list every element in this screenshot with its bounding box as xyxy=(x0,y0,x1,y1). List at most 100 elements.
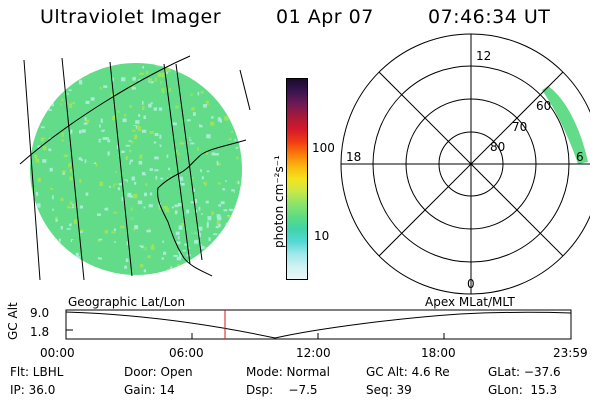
image-pixel xyxy=(131,140,134,144)
image-pixel xyxy=(235,250,239,255)
image-pixel xyxy=(43,86,48,89)
image-pixel xyxy=(239,221,241,225)
image-pixel xyxy=(224,187,229,190)
image-pixel xyxy=(180,272,183,275)
image-pixel xyxy=(150,241,153,245)
image-pixel xyxy=(131,215,134,220)
image-pixel xyxy=(82,145,88,147)
image-pixel xyxy=(146,81,149,84)
image-pixel xyxy=(95,163,98,167)
image-pixel xyxy=(58,236,60,239)
image-pixel xyxy=(164,132,167,137)
image-pixel xyxy=(161,257,164,260)
image-pixel xyxy=(149,131,154,134)
image-pixel xyxy=(40,150,44,155)
image-pixel xyxy=(183,88,187,93)
image-pixel xyxy=(129,105,132,108)
image-pixel xyxy=(228,85,233,87)
image-pixel xyxy=(194,272,198,275)
image-pixel xyxy=(113,252,115,255)
image-pixel xyxy=(152,120,156,124)
image-pixel xyxy=(225,180,227,182)
image-pixel xyxy=(216,81,220,84)
image-pixel xyxy=(145,206,148,209)
image-pixel xyxy=(154,77,157,82)
image-pixel xyxy=(126,198,131,201)
image-pixel xyxy=(214,187,217,192)
altitude-timeline xyxy=(65,309,572,340)
image-pixel xyxy=(115,253,118,257)
image-pixel xyxy=(136,91,139,95)
image-pixel xyxy=(70,129,73,134)
image-pixel xyxy=(138,114,141,117)
image-pixel xyxy=(52,195,54,200)
image-pixel xyxy=(49,157,52,161)
image-pixel xyxy=(241,240,242,243)
image-pixel xyxy=(85,83,88,87)
image-pixel xyxy=(206,223,209,228)
image-pixel xyxy=(219,191,224,193)
image-pixel xyxy=(97,124,101,128)
image-pixel xyxy=(112,115,117,121)
image-pixel xyxy=(30,187,34,191)
image-pixel xyxy=(79,231,83,233)
image-pixel xyxy=(201,75,206,79)
image-pixel xyxy=(170,178,173,180)
image-pixel xyxy=(175,105,179,109)
image-pixel xyxy=(43,138,48,142)
image-pixel xyxy=(64,87,69,92)
image-pixel xyxy=(138,160,143,165)
mlt-label-0: 0 xyxy=(467,277,475,291)
image-pixel xyxy=(124,206,127,211)
image-pixel xyxy=(169,95,172,98)
image-pixel xyxy=(54,90,57,95)
image-pixel xyxy=(61,186,65,191)
image-pixel xyxy=(45,136,49,140)
image-pixel xyxy=(106,263,109,268)
image-pixel xyxy=(75,120,78,123)
image-pixel xyxy=(172,122,177,126)
image-pixel xyxy=(230,191,234,193)
image-pixel xyxy=(163,251,167,255)
image-pixel xyxy=(113,228,116,231)
image-pixel xyxy=(218,204,221,207)
image-pixel xyxy=(229,82,234,86)
image-pixel xyxy=(165,212,170,215)
image-pixel xyxy=(204,178,207,182)
image-pixel xyxy=(140,195,142,198)
image-pixel xyxy=(93,147,97,150)
image-pixel xyxy=(183,158,188,163)
image-pixel xyxy=(209,268,212,272)
image-pixel xyxy=(134,71,137,75)
image-pixel xyxy=(46,247,50,251)
image-pixel xyxy=(204,186,207,189)
image-pixel xyxy=(68,221,71,224)
image-pixel xyxy=(79,218,82,222)
image-pixel xyxy=(127,237,130,240)
image-pixel xyxy=(77,256,81,259)
image-pixel xyxy=(236,194,240,199)
image-pixel xyxy=(210,186,215,189)
image-pixel xyxy=(218,184,221,188)
image-pixel xyxy=(48,71,52,74)
image-pixel xyxy=(61,139,64,142)
lat-label-70: 70 xyxy=(512,120,527,134)
image-pixel xyxy=(108,218,113,223)
image-pixel xyxy=(239,212,242,214)
image-pixel xyxy=(117,104,121,109)
image-pixel xyxy=(153,235,158,238)
image-pixel xyxy=(81,170,86,174)
image-pixel xyxy=(142,101,144,105)
image-pixel xyxy=(110,139,113,143)
image-pixel xyxy=(139,145,141,148)
image-pixel xyxy=(85,193,89,198)
image-pixel xyxy=(224,116,229,121)
image-pixel xyxy=(73,64,76,69)
image-pixel xyxy=(170,174,172,177)
mlt-label-12: 12 xyxy=(476,49,491,63)
image-pixel xyxy=(77,273,81,275)
image-pixel xyxy=(139,166,144,168)
image-pixel xyxy=(68,163,71,168)
image-pixel xyxy=(212,244,217,248)
image-pixel xyxy=(62,84,65,88)
